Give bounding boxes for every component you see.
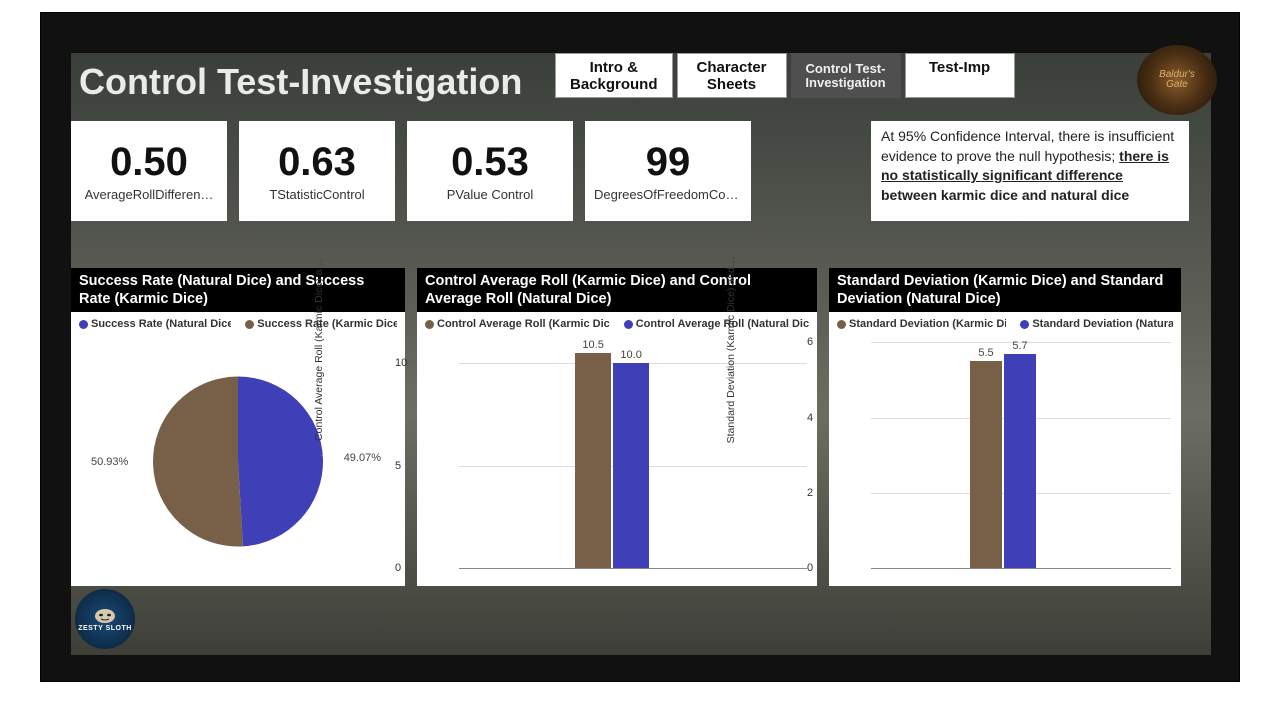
y-axis-label: Control Average Roll (Karmic Dice) a… — [313, 240, 325, 460]
kpi-value: 0.53 — [451, 140, 529, 185]
tab-character-sheets[interactable]: CharacterSheets — [677, 53, 787, 98]
kpi-label: AverageRollDifferen… — [85, 187, 214, 202]
y-tick: 6 — [807, 336, 813, 348]
game-logo-icon: Baldur'sGate — [1137, 45, 1217, 115]
pie-slice — [238, 377, 323, 547]
legend-label: Success Rate (Natural Dice) — [91, 318, 231, 330]
page-title: Control Test-Investigation — [79, 61, 522, 103]
legend-dot-natural-icon — [79, 320, 88, 329]
kpi-row: 0.50 AverageRollDifferen… 0.63 TStatisti… — [71, 121, 751, 221]
kpi-label: TStatisticControl — [269, 187, 364, 202]
logo-text: Baldur'sGate — [1159, 70, 1195, 90]
bar-value-label: 5.7 — [1012, 340, 1027, 352]
y-tick: 10 — [395, 357, 407, 369]
baseline — [459, 568, 807, 569]
pie-slice-label-natural: 49.07% — [344, 452, 381, 464]
pie-slice-label-karmic: 50.93% — [91, 456, 128, 468]
bar — [1004, 354, 1036, 569]
badge-text: ZESTY SLOTH — [78, 625, 132, 632]
kpi-degrees-freedom: 99 DegreesOfFreedomCon… — [585, 121, 751, 221]
chart-title: Success Rate (Natural Dice) and Success … — [71, 268, 405, 312]
chart-legend: Control Average Roll (Karmic Dice) Contr… — [417, 312, 817, 332]
y-tick: 4 — [807, 412, 813, 424]
kpi-value: 0.63 — [278, 140, 356, 185]
legend-label: Standard Deviation (Natural… — [1032, 318, 1173, 330]
bar-plot: Standard Deviation (Karmic Dice) and… 02… — [829, 332, 1181, 586]
kpi-value: 99 — [646, 140, 691, 185]
chart-legend: Success Rate (Natural Dice) Success Rate… — [71, 312, 405, 332]
pie-plot: 50.93% 49.07% — [71, 332, 405, 586]
chart-title: Control Average Roll (Karmic Dice) and C… — [417, 268, 817, 312]
y-tick: 5 — [395, 460, 401, 472]
kpi-label: PValue Control — [447, 187, 533, 202]
baseline — [871, 568, 1171, 569]
kpi-t-statistic: 0.63 TStatisticControl — [239, 121, 395, 221]
bars-group — [459, 342, 807, 568]
chart-avg-roll: Control Average Roll (Karmic Dice) and C… — [417, 268, 817, 584]
y-axis-label: Standard Deviation (Karmic Dice) and… — [725, 240, 737, 460]
chart-success-rate: Success Rate (Natural Dice) and Success … — [71, 268, 405, 584]
legend-label: Success Rate (Karmic Dice) — [257, 318, 397, 330]
legend-label: Control Average Roll (Natural Dice) — [636, 318, 809, 330]
pie-slice — [153, 377, 243, 547]
kpi-value: 0.50 — [110, 140, 188, 185]
bar — [575, 353, 611, 569]
y-tick: 2 — [807, 487, 813, 499]
legend-dot-karmic-icon — [425, 320, 434, 329]
tab-intro-background[interactable]: Intro &Background — [555, 53, 673, 98]
bar-plot: Control Average Roll (Karmic Dice) a… 05… — [417, 332, 817, 586]
bar-value-label: 10.5 — [582, 339, 603, 351]
kpi-p-value: 0.53 PValue Control — [407, 121, 573, 221]
legend-dot-natural-icon — [624, 320, 633, 329]
y-tick: 0 — [395, 562, 401, 574]
chart-std-dev: Standard Deviation (Karmic Dice) and Sta… — [829, 268, 1181, 584]
bar-value-label: 10.0 — [620, 349, 641, 361]
chart-title: Standard Deviation (Karmic Dice) and Sta… — [829, 268, 1181, 312]
bar — [970, 361, 1002, 568]
pie-wrap — [153, 377, 323, 552]
legend-dot-karmic-icon — [245, 320, 254, 329]
bar-value-label: 5.5 — [978, 347, 993, 359]
pie-svg — [153, 377, 323, 547]
sloth-icon — [92, 606, 118, 624]
tabs-bar: Intro &Background CharacterSheets Contro… — [555, 53, 1015, 98]
kpi-avg-roll-diff: 0.50 AverageRollDifferen… — [71, 121, 227, 221]
report-frame: Control Test-Investigation Intro &Backgr… — [40, 12, 1240, 682]
tab-control-test-investigation[interactable]: Control Test-Investigation — [791, 53, 901, 98]
kpi-label: DegreesOfFreedomCon… — [594, 187, 742, 202]
legend-label: Standard Deviation (Karmic Dice) — [849, 318, 1006, 330]
note-tail: between karmic dice and natural dice — [881, 187, 1129, 203]
report-canvas: Control Test-Investigation Intro &Backgr… — [71, 53, 1211, 655]
bar — [613, 363, 649, 568]
legend-label: Control Average Roll (Karmic Dice) — [437, 318, 610, 330]
tab-test-imp[interactable]: Test-Imp — [905, 53, 1015, 98]
chart-legend: Standard Deviation (Karmic Dice) Standar… — [829, 312, 1181, 332]
y-tick: 0 — [807, 562, 813, 574]
legend-dot-karmic-icon — [837, 320, 846, 329]
bars-group — [871, 342, 1171, 568]
creator-badge: ZESTY SLOTH — [75, 589, 135, 649]
legend-dot-natural-icon — [1020, 320, 1029, 329]
conclusion-note: At 95% Confidence Interval, there is ins… — [871, 121, 1189, 221]
